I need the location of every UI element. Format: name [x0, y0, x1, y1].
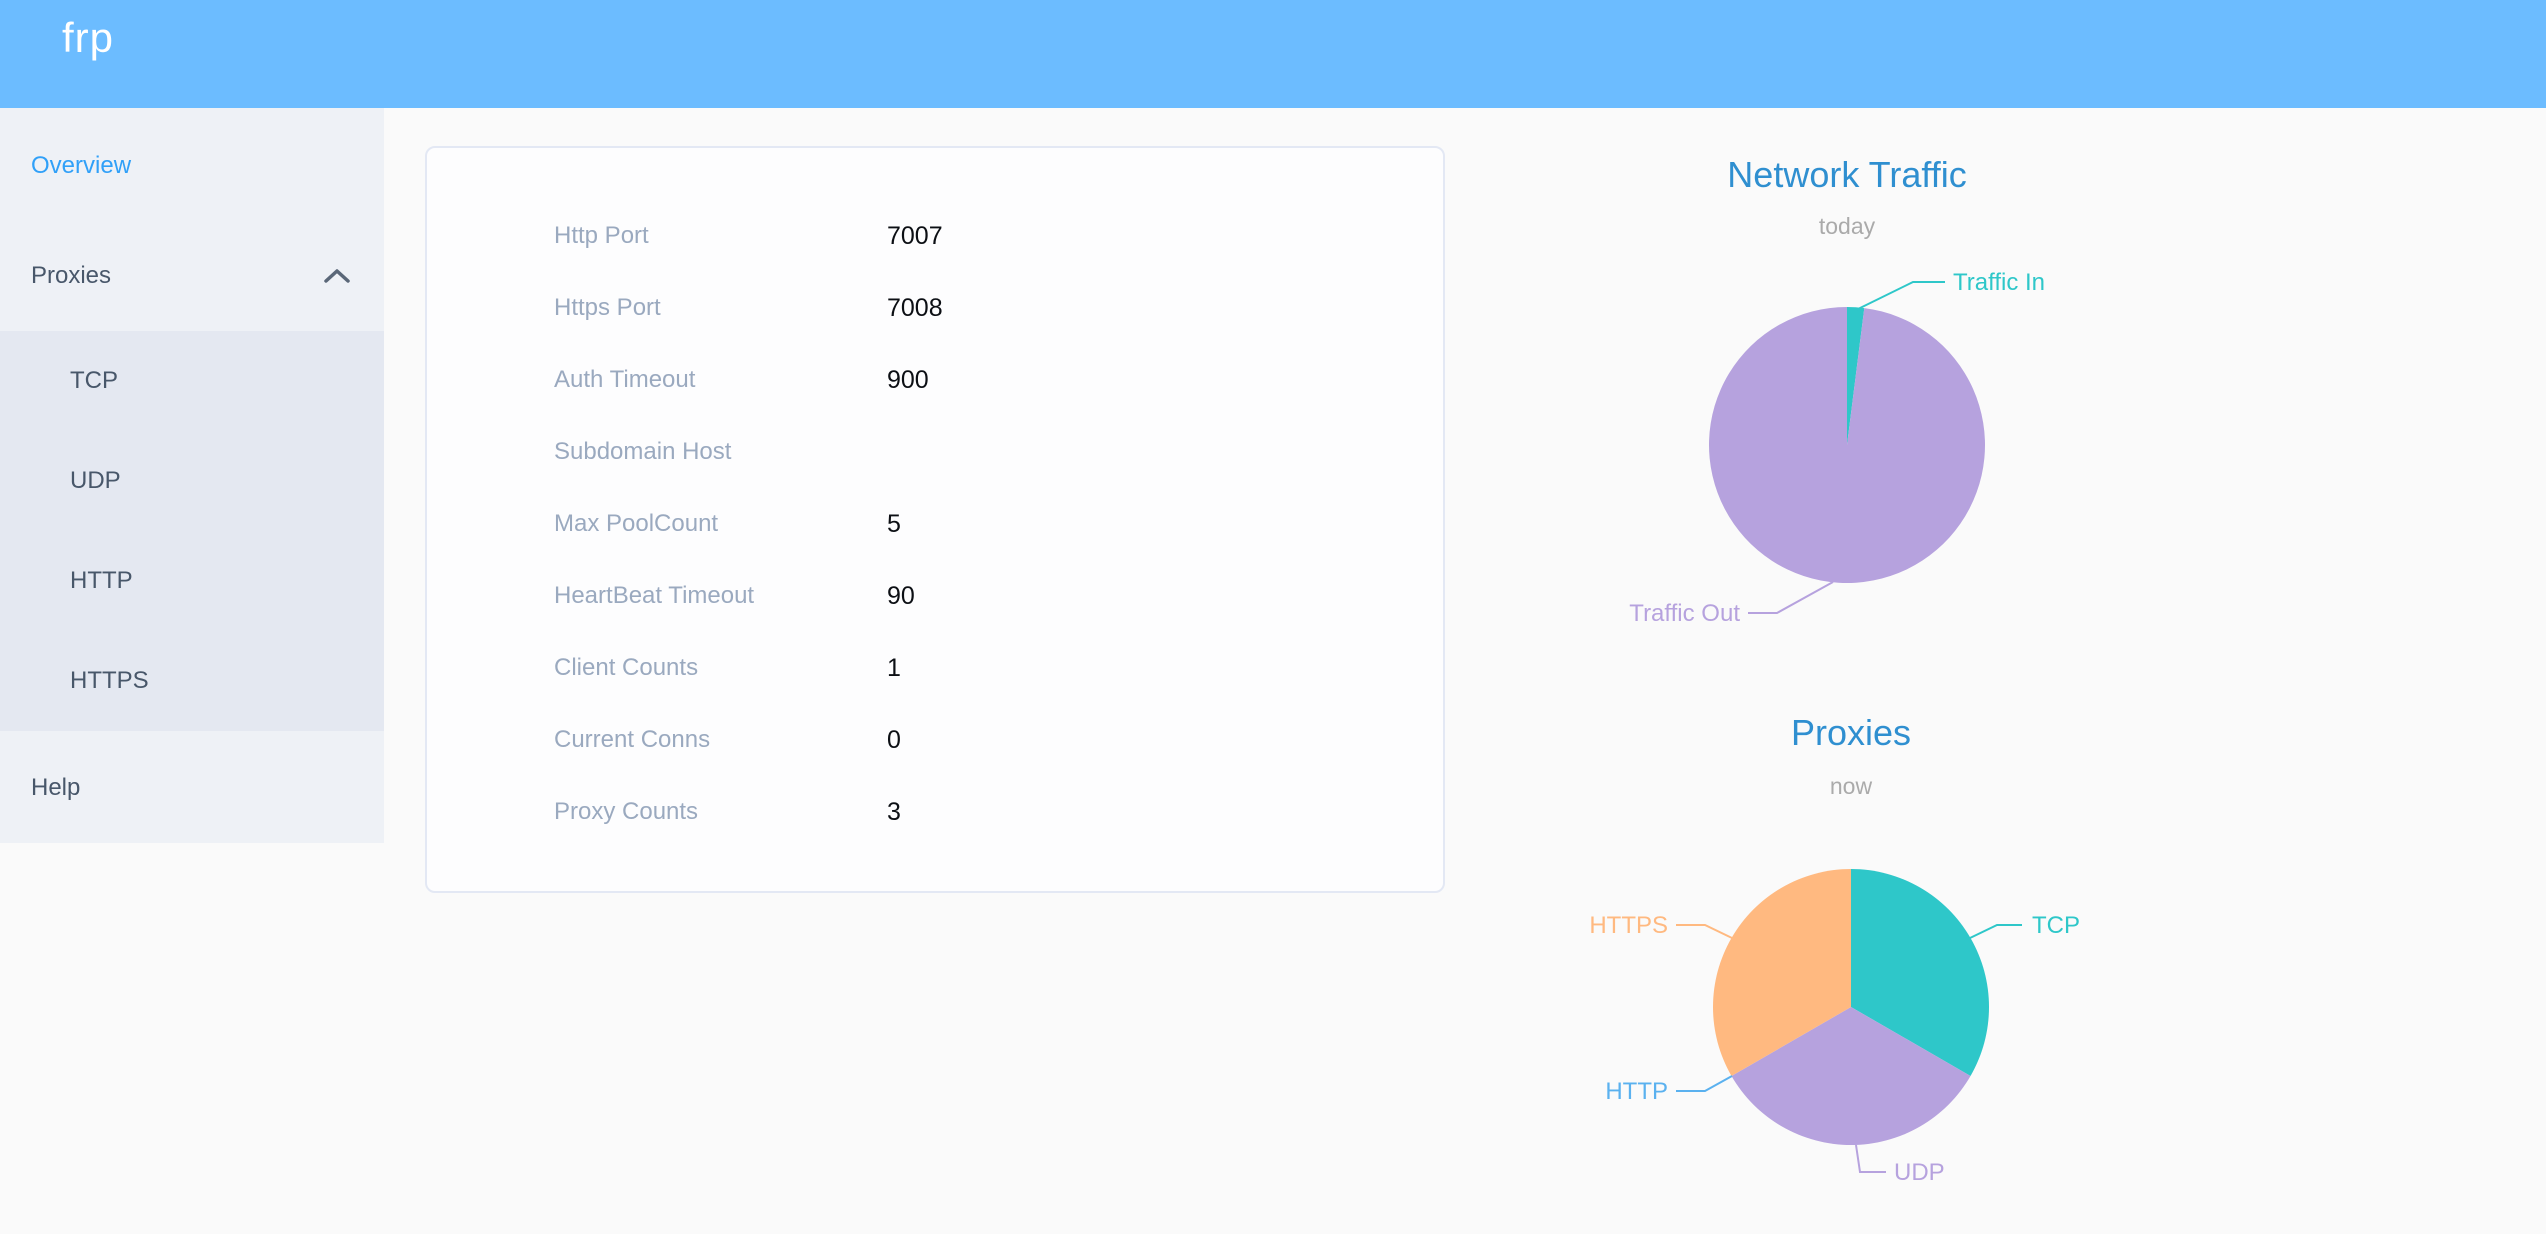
config-value: 900: [887, 365, 929, 394]
app-header: frp: [0, 0, 2546, 108]
config-label: Auth Timeout: [554, 366, 696, 393]
chart-subtitle: now: [1830, 773, 1873, 799]
config-value: 0: [887, 725, 901, 754]
proxies-chart: Proxies now TCP UDP HTTP HTTPS: [1589, 712, 2080, 1186]
network-traffic-chart: Network Traffic today Traffic In Traffic…: [1629, 154, 2045, 627]
pie-label-tcp: TCP: [2032, 912, 2080, 939]
config-value: 5: [887, 509, 901, 538]
config-row: Auth Timeout 900: [427, 344, 1443, 416]
sidebar-item-http[interactable]: HTTP: [70, 567, 133, 594]
config-value: 7008: [887, 293, 943, 322]
config-value: 3: [887, 797, 901, 826]
pie-slice-tcp[interactable]: [1851, 869, 1989, 1076]
config-row: Current Conns 0: [427, 704, 1443, 776]
pie-slice-traffic-out[interactable]: [1709, 307, 1986, 583]
config-row: Client Counts 1: [427, 632, 1443, 704]
pie-label-https: HTTPS: [1589, 912, 1668, 939]
sidebar-item-https[interactable]: HTTPS: [70, 667, 149, 694]
config-row: Subdomain Host: [427, 416, 1443, 488]
sidebar-item-help[interactable]: Help: [31, 774, 81, 801]
sidebar-item-overview[interactable]: Overview: [31, 152, 132, 179]
callout-line-tcp: [1969, 924, 2022, 939]
sidebar-item-tcp[interactable]: TCP: [70, 367, 118, 394]
config-row: Https Port 7008: [427, 272, 1443, 344]
pie-label-udp: UDP: [1894, 1159, 1945, 1186]
config-label: Client Counts: [554, 654, 699, 681]
pie-label-traffic-out: Traffic Out: [1629, 600, 1740, 627]
sidebar: Overview Proxies TCP UDP HTTP HTTPS Help: [0, 108, 384, 843]
config-label: Http Port: [554, 222, 649, 249]
chevron-up-icon: [324, 269, 350, 283]
config-value: 7007: [887, 221, 943, 250]
pie-slice-traffic-in[interactable]: [1847, 307, 1865, 445]
config-row: HeartBeat Timeout 90: [427, 560, 1443, 632]
pie-slice-udp[interactable]: [1731, 1007, 1971, 1145]
sidebar-item-label: Proxies: [31, 262, 112, 289]
chart-subtitle: today: [1819, 213, 1876, 239]
callout-line-https: [1676, 924, 1733, 939]
proxies-pie[interactable]: [1713, 869, 1989, 1145]
callout-line-http: [1676, 1075, 1733, 1092]
config-row: Proxy Counts 3: [427, 776, 1443, 848]
config-row: Max PoolCount 5: [427, 488, 1443, 560]
network-traffic-pie[interactable]: [1709, 307, 1986, 583]
sidebar-submenu-proxies: TCP UDP HTTP HTTPS: [0, 331, 384, 731]
config-value: 1: [887, 653, 901, 682]
config-value: 90: [887, 581, 915, 610]
callout-line-udp: [1855, 1144, 1886, 1173]
callout-line-traffic-in: [1855, 281, 1945, 311]
pie-label-http: HTTP: [1605, 1078, 1668, 1105]
config-label: Current Conns: [554, 726, 711, 753]
sidebar-item-udp[interactable]: UDP: [70, 467, 121, 494]
pie-label-traffic-in: Traffic In: [1953, 269, 2045, 296]
chart-title: Proxies: [1791, 712, 1911, 753]
sidebar-item-proxies[interactable]: Proxies: [0, 236, 384, 316]
app-logo: frp: [62, 14, 115, 61]
pie-slice-https[interactable]: [1713, 869, 1851, 1076]
chart-title: Network Traffic: [1727, 154, 1966, 195]
server-config-card: Http Port 7007 Https Port 7008 Auth Time…: [425, 146, 1445, 893]
config-label: HeartBeat Timeout: [554, 582, 755, 609]
config-label: Subdomain Host: [554, 438, 732, 465]
config-label: Max PoolCount: [554, 510, 719, 537]
config-label: Https Port: [554, 294, 661, 321]
callout-line-traffic-out: [1748, 581, 1834, 614]
config-row: Http Port 7007: [427, 200, 1443, 272]
config-label: Proxy Counts: [554, 798, 699, 825]
